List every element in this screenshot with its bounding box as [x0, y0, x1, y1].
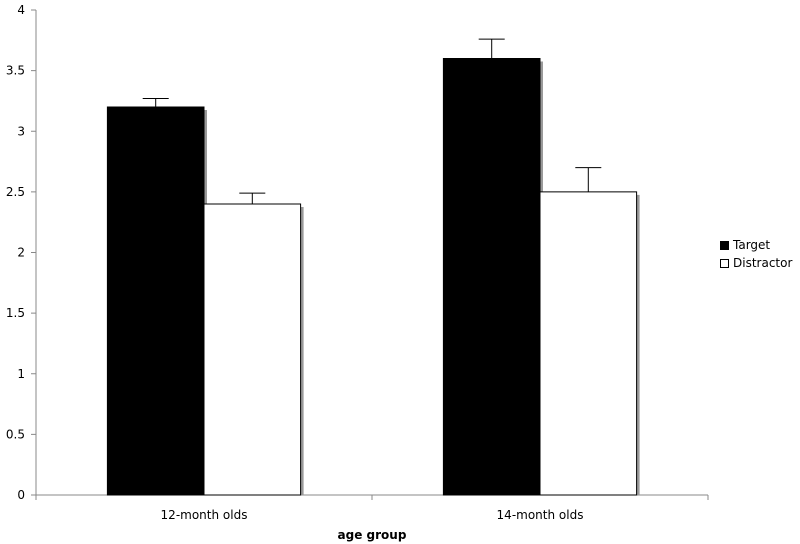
- bar-distractor: [203, 203, 302, 496]
- y-tick-label: 1: [17, 367, 25, 381]
- bar-target: [106, 106, 205, 496]
- y-tick-label: 0: [17, 488, 25, 502]
- legend: Target Distractor: [720, 236, 792, 272]
- y-tick-label: 3: [17, 124, 25, 138]
- legend-swatch-target: [720, 240, 729, 250]
- legend-label-target: Target: [733, 238, 771, 252]
- y-tick-label: 2: [17, 246, 25, 260]
- y-tick-label: 3.5: [6, 64, 25, 78]
- error-bars: [142, 38, 602, 204]
- y-tick-label: 1.5: [6, 306, 25, 320]
- bars: [106, 58, 640, 496]
- legend-item-distractor: Distractor: [720, 254, 792, 272]
- x-tick-label: 14-month olds: [497, 508, 584, 522]
- legend-item-target: Target: [720, 236, 792, 254]
- y-tick-label: 0.5: [6, 427, 25, 441]
- y-tick-label: 2.5: [6, 185, 25, 199]
- x-tick-label: 12-month olds: [161, 508, 248, 522]
- y-tick-label: 4: [17, 3, 25, 17]
- y-axis: 0 0.5 1 1.5 2 2.5 3 3.5 4: [6, 3, 37, 502]
- bar-distractor: [539, 191, 638, 496]
- legend-swatch-distractor: [720, 258, 729, 268]
- x-axis: 12-month olds 14-month olds: [35, 494, 709, 522]
- bar-target: [442, 58, 541, 496]
- legend-label-distractor: Distractor: [733, 256, 793, 270]
- x-axis-title: age group: [338, 528, 407, 542]
